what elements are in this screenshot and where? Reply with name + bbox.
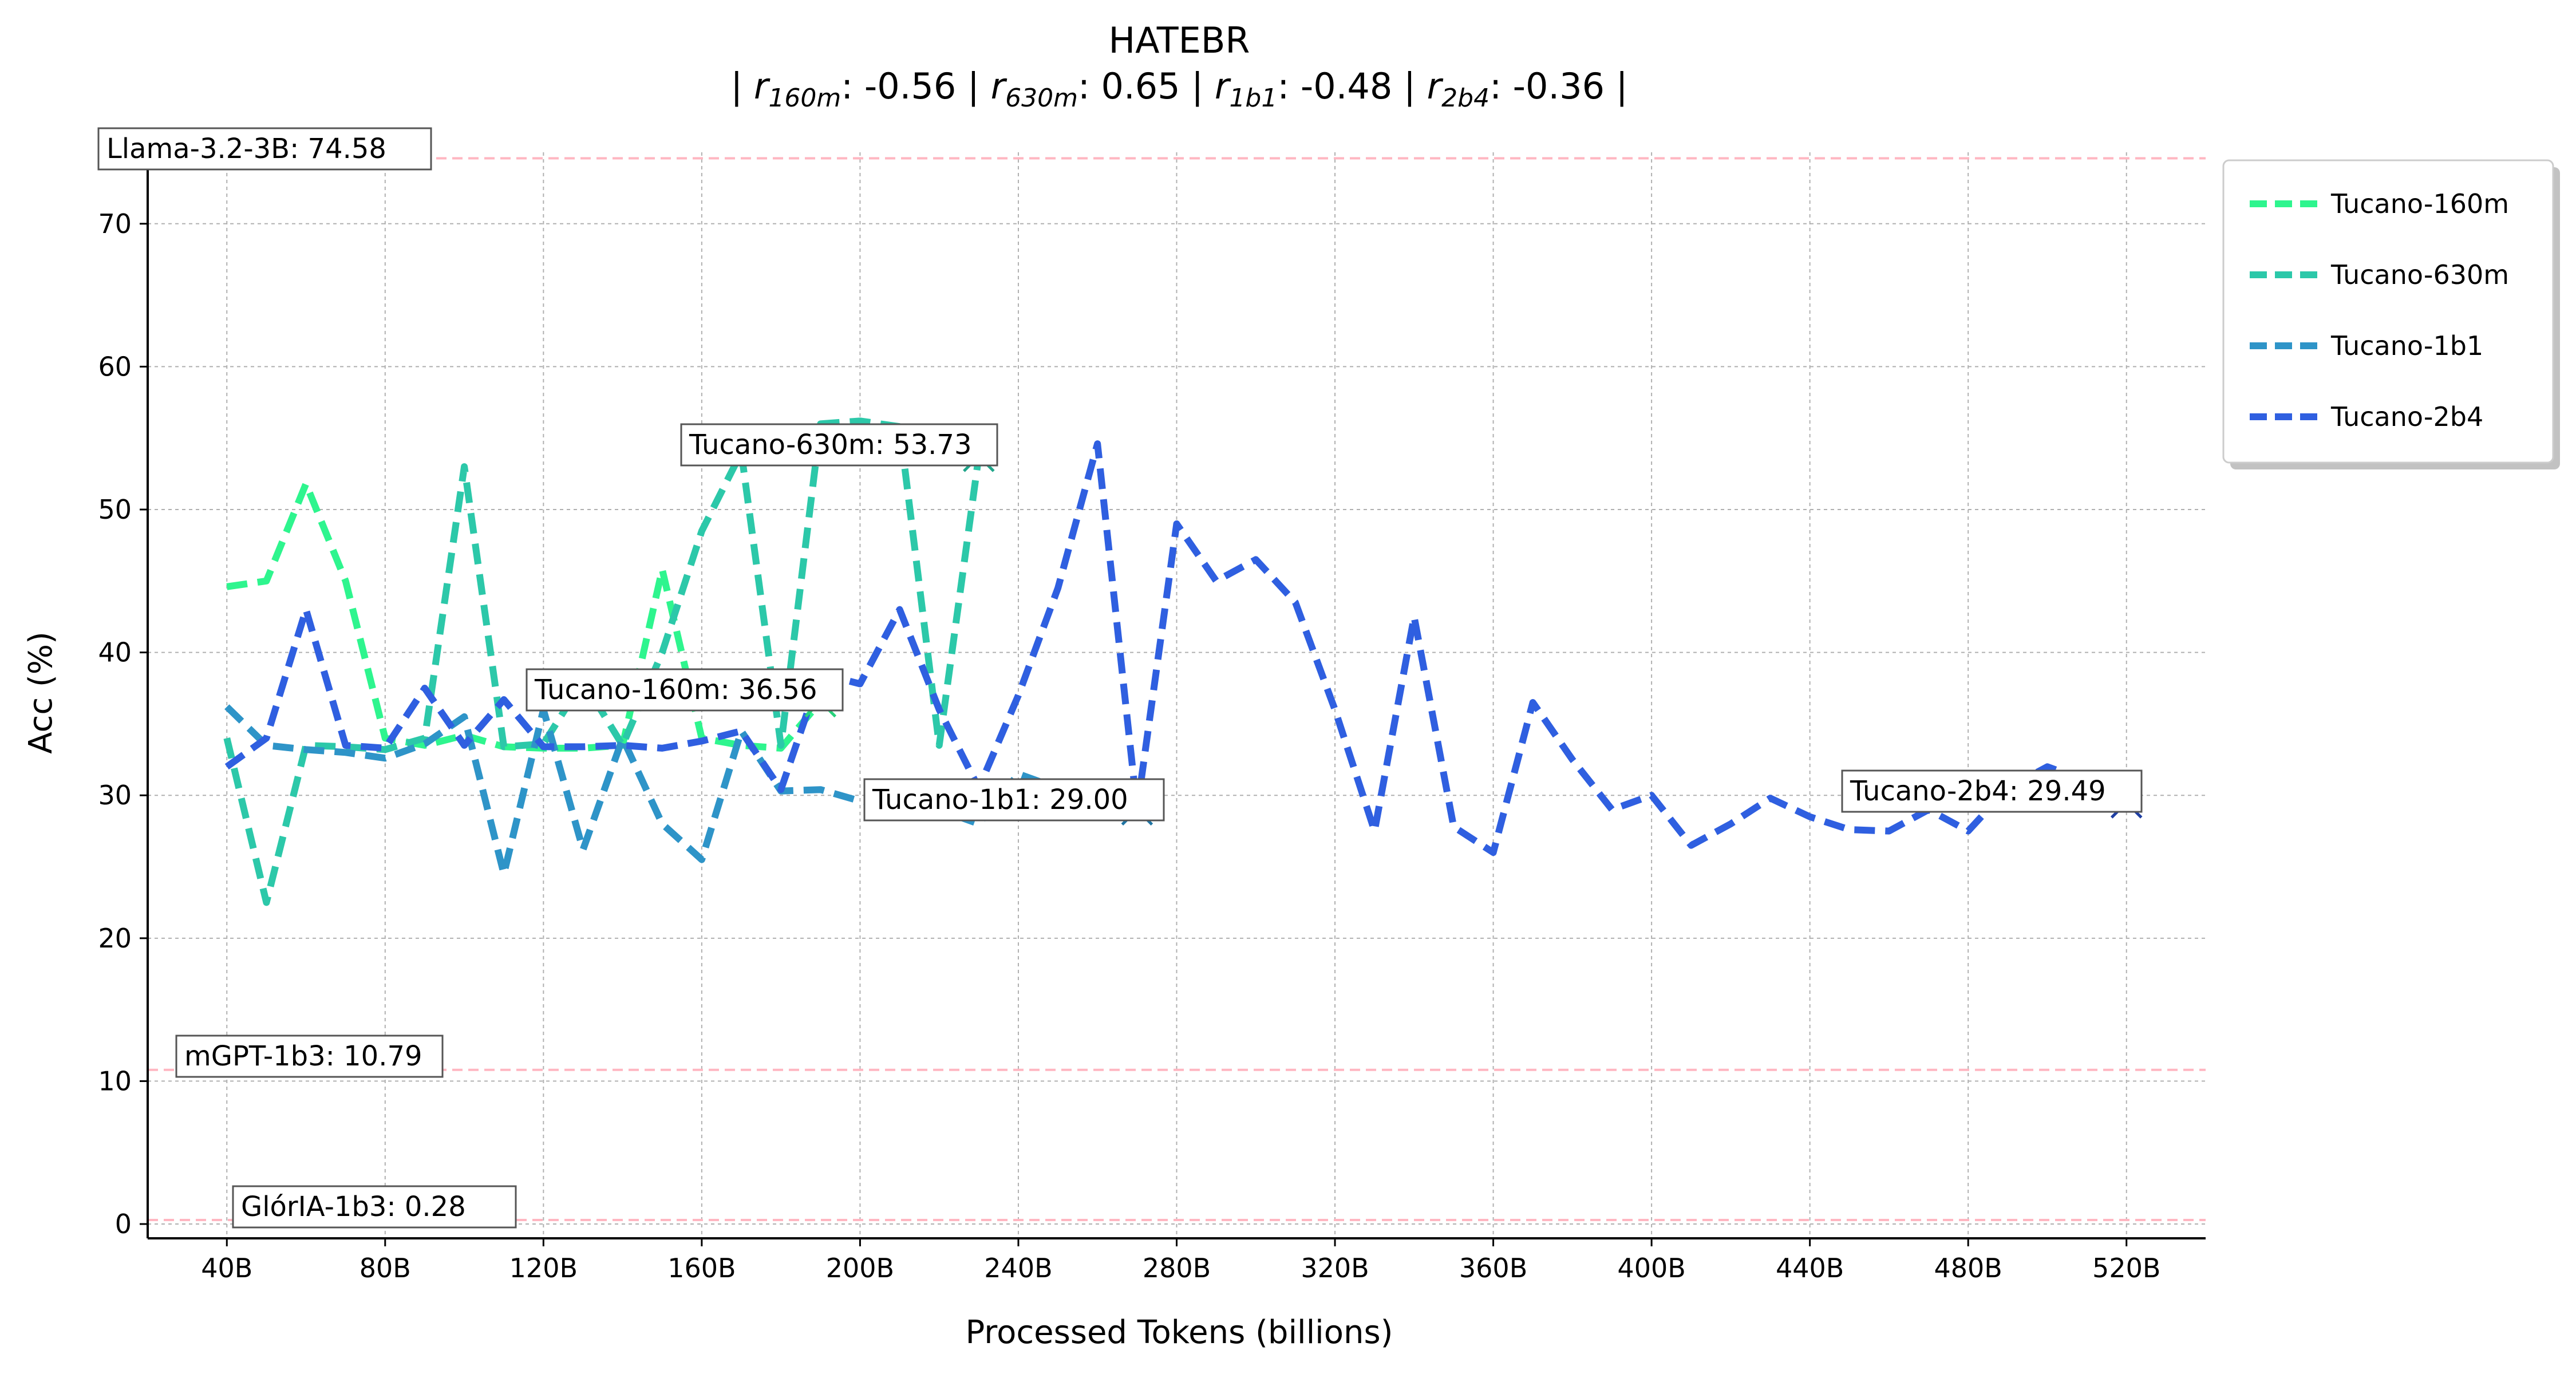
subtitle-part: 630m bbox=[1005, 84, 1078, 113]
y-tick-label: 20 bbox=[98, 923, 132, 954]
final-label-tucano-1b1: Tucano-1b1: 29.00 bbox=[863, 778, 1165, 822]
final-label-tucano-160m-box bbox=[526, 668, 844, 712]
subtitle-part: : 0.65 | bbox=[1078, 65, 1215, 108]
x-tick-label: 160B bbox=[667, 1253, 736, 1284]
legend-entry-tucano-160m: Tucano-160m bbox=[2250, 188, 2509, 219]
legend-items: Tucano-160m Tucano-630m Tucano-1b1 Tucano-2… bbox=[2250, 188, 2509, 432]
x-tick-label: 200B bbox=[826, 1253, 894, 1284]
subtitle-part: 160m bbox=[768, 84, 841, 113]
subtitle-part: 1b1 bbox=[1229, 84, 1277, 113]
legend-box bbox=[2222, 159, 2554, 464]
x-tick-label: 440B bbox=[1776, 1253, 1844, 1284]
final-label-tucano-2b4-text: Tucano-2b4: 29.49 bbox=[1850, 775, 2106, 807]
baseline-label-mgpt-1b3-box bbox=[175, 1035, 444, 1078]
legend-label: Tucano-160m bbox=[2330, 188, 2509, 219]
final-label-tucano-2b4: Tucano-2b4: 29.49 bbox=[1841, 769, 2143, 813]
y-axis-label: Acc (%) bbox=[22, 631, 60, 754]
legend-entry-tucano-2b4: Tucano-2b4 bbox=[2250, 401, 2483, 432]
final-label-tucano-2b4-box bbox=[1841, 769, 2143, 813]
legend-entry-tucano-630m: Tucano-630m bbox=[2250, 259, 2509, 290]
final-label-tucano-1b1-text: Tucano-1b1: 29.00 bbox=[872, 784, 1128, 816]
subtitle-part: 2b4 bbox=[1441, 84, 1490, 113]
x-axis-label: Processed Tokens (billions) bbox=[966, 1314, 1393, 1351]
y-tick-label: 30 bbox=[98, 780, 132, 811]
legend-entry-tucano-1b1: Tucano-1b1 bbox=[2250, 330, 2483, 361]
x-tick-label: 320B bbox=[1301, 1253, 1369, 1284]
annotations: Llama-3.2-3B: 74.58 mGPT-1b3: 10.79 GlórIA… bbox=[97, 127, 2143, 1229]
baseline-label-llama-3-2-3b: Llama-3.2-3B: 74.58 bbox=[97, 127, 432, 171]
baseline-label-mgpt-1b3: mGPT-1b3: 10.79 bbox=[175, 1035, 444, 1078]
final-markers bbox=[804, 440, 2143, 826]
x-tick-label: 280B bbox=[1143, 1253, 1211, 1284]
legend: Tucano-160m Tucano-630m Tucano-1b1 Tucano-2… bbox=[2222, 159, 2560, 469]
chart-subtitle: | r160m: -0.56 | r630m: 0.65 | r1b1: -0.… bbox=[730, 65, 1627, 113]
legend-label: Tucano-2b4 bbox=[2330, 401, 2483, 432]
y-tick-label: 0 bbox=[115, 1209, 132, 1239]
series-line-tucano-2b4 bbox=[224, 440, 2128, 856]
subtitle-part: r bbox=[991, 65, 1008, 107]
final-label-tucano-160m-text: Tucano-160m: 36.56 bbox=[534, 674, 817, 706]
series-line-tucano-630m bbox=[223, 417, 982, 906]
y-tick-label: 40 bbox=[98, 637, 132, 668]
chart-title: HATEBR bbox=[1109, 19, 1250, 61]
baseline-label-llama-3-2-3b-box bbox=[97, 127, 432, 171]
x-tick-label: 120B bbox=[509, 1253, 578, 1284]
y-tick-label: 10 bbox=[98, 1065, 132, 1096]
series-line-tucano-160m bbox=[226, 480, 823, 752]
legend-label: Tucano-1b1 bbox=[2330, 330, 2483, 361]
x-tick-label: 240B bbox=[984, 1253, 1052, 1284]
x-tick-label: 400B bbox=[1617, 1253, 1685, 1284]
subtitle-part: r bbox=[1215, 65, 1231, 107]
final-label-tucano-630m: Tucano-630m: 53.73 bbox=[680, 423, 998, 467]
subtitle-part: r bbox=[1427, 65, 1444, 107]
y-tick-label: 50 bbox=[98, 494, 132, 525]
grid bbox=[148, 152, 2206, 1238]
subtitle-part: r bbox=[754, 65, 771, 107]
baseline-label-gl-ria-1b3-box bbox=[232, 1185, 517, 1229]
subtitle-part: : -0.36 | bbox=[1490, 65, 1628, 108]
baseline-label-gl-ria-1b3-text: GlórIA-1b3: 0.28 bbox=[241, 1191, 466, 1223]
x-tick-label: 520B bbox=[2092, 1253, 2160, 1284]
x-tick-label: 80B bbox=[359, 1253, 411, 1284]
final-label-tucano-160m: Tucano-160m: 36.56 bbox=[526, 668, 844, 712]
final-label-tucano-630m-box bbox=[680, 423, 998, 467]
baseline-label-gl-ria-1b3: GlórIA-1b3: 0.28 bbox=[232, 1185, 517, 1229]
baseline-label-mgpt-1b3-text: mGPT-1b3: 10.79 bbox=[184, 1040, 422, 1072]
baseline-label-llama-3-2-3b-text: Llama-3.2-3B: 74.58 bbox=[106, 133, 386, 165]
final-label-tucano-1b1-box bbox=[863, 778, 1165, 822]
legend-label: Tucano-630m bbox=[2330, 259, 2509, 290]
subtitle-part: : -0.48 | bbox=[1277, 65, 1427, 108]
final-label-tucano-630m-text: Tucano-630m: 53.73 bbox=[689, 429, 971, 461]
y-tick-label: 70 bbox=[98, 208, 132, 239]
subtitle-part: : -0.56 | bbox=[841, 65, 990, 108]
subtitle-part: | bbox=[730, 65, 754, 108]
x-tick-label: 360B bbox=[1459, 1253, 1527, 1284]
x-tick-label: 40B bbox=[201, 1253, 252, 1284]
x-tick-label: 480B bbox=[1934, 1253, 2002, 1284]
y-tick-label: 60 bbox=[98, 351, 132, 382]
ticks: 40B 80B 120B 160B 200B 240B 280B 320B 360B 400B 44… bbox=[98, 208, 2160, 1284]
